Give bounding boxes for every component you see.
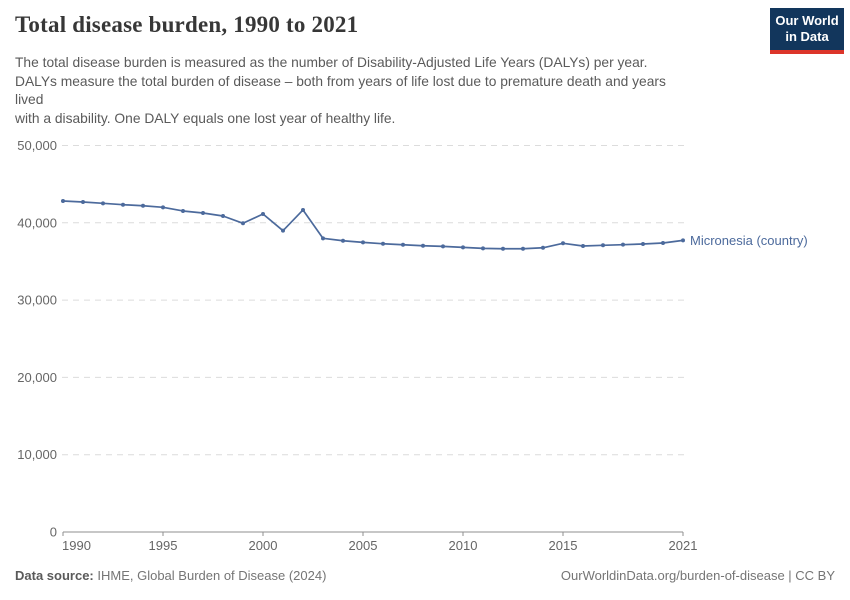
data-point	[681, 238, 685, 243]
y-axis-tick-label: 10,000	[17, 447, 57, 462]
data-point	[621, 242, 625, 247]
data-point	[501, 246, 505, 251]
data-point	[181, 208, 185, 213]
y-axis-tick-label: 20,000	[17, 370, 57, 385]
owid-logo-line2: in Data	[785, 28, 829, 44]
y-axis-tick-label: 0	[50, 525, 57, 540]
data-point	[81, 200, 85, 205]
data-point	[421, 243, 425, 248]
x-axis-tick-label: 2010	[449, 538, 478, 553]
owid-logo-line1: Our World	[775, 13, 839, 28]
y-axis-tick-label: 30,000	[17, 293, 57, 308]
data-point	[321, 236, 325, 241]
x-axis-tick-label: 2000	[249, 538, 278, 553]
data-point	[281, 228, 285, 233]
credit-link[interactable]: OurWorldinData.org/burden-of-disease | C…	[560, 568, 835, 583]
data-point	[441, 244, 445, 249]
data-point	[381, 241, 385, 246]
subtitle-line: with a disability. One DALY equals one l…	[15, 110, 396, 126]
data-point	[241, 221, 245, 226]
data-point	[361, 240, 365, 245]
page-title: Total disease burden, 1990 to 2021	[15, 12, 359, 37]
data-point	[201, 210, 205, 215]
data-point	[301, 207, 305, 212]
owid-logo-red-bar	[770, 50, 844, 54]
data-point	[641, 241, 645, 246]
owid-logo[interactable]: Our World in Data	[770, 8, 844, 54]
x-axis-tick-label: 1990	[62, 538, 91, 553]
data-line	[62, 200, 684, 250]
data-point	[601, 243, 605, 248]
series-label-micronesia[interactable]: Micronesia (country)	[690, 233, 808, 248]
subtitle-line: The total disease burden is measured as …	[15, 55, 648, 70]
subtitle-line: lived	[15, 92, 44, 107]
data-point	[521, 246, 525, 251]
x-axis-tick-label: 2021	[669, 538, 698, 553]
data-point	[61, 199, 65, 204]
x-axis-tick-label: 1995	[149, 538, 178, 553]
y-axis-tick-label: 40,000	[17, 215, 57, 230]
data-point	[561, 241, 565, 246]
data-point	[581, 243, 585, 248]
data-point	[221, 213, 225, 218]
owid-logo-text: Our World in Data	[770, 8, 844, 50]
data-point	[341, 238, 345, 243]
data-source-label: Data source:	[15, 568, 94, 583]
subtitle-line: DALYs measure the total burden of diseas…	[15, 73, 666, 89]
data-point	[481, 246, 485, 251]
data-point	[461, 245, 465, 250]
chart-footer: Data source: IHME, Global Burden of Dise…	[15, 568, 835, 583]
chart-subtitle: The total disease burden is measured as …	[15, 54, 666, 128]
x-axis-tick-label: 2015	[549, 538, 578, 553]
data-point	[141, 203, 145, 208]
data-point	[661, 240, 665, 245]
data-point	[261, 211, 265, 216]
data-source-value: IHME, Global Burden of Disease (2024)	[97, 568, 327, 583]
data-point	[121, 202, 125, 207]
data-point	[541, 245, 545, 250]
x-axis-tick-label: 2005	[349, 538, 378, 553]
y-axis-tick-label: 50,000	[17, 138, 57, 153]
data-point	[401, 242, 405, 247]
data-point	[101, 201, 105, 206]
data-point	[161, 205, 165, 210]
data-source: Data source: IHME, Global Burden of Dise…	[15, 568, 326, 583]
